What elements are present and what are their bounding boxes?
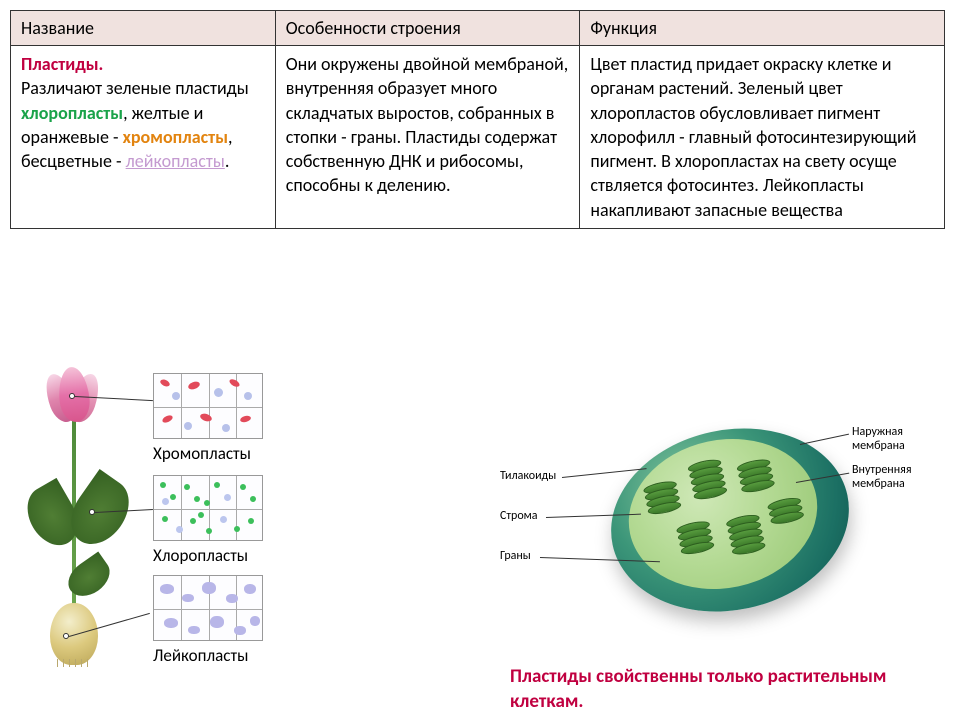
plant-plastids-diagram: Хромопласты Хлоропласты Лейкопласты	[5, 365, 400, 665]
cell-name: Пластиды. Различают зеленые пластиды хло…	[11, 46, 276, 229]
word-leucoplasts: лейкопласты	[126, 150, 225, 172]
footer-statement: Пластиды свойственны только растительным…	[510, 665, 950, 714]
chloroplast-structure-diagram: Тилакоиды Строма Граны Наружная мембрана…	[500, 410, 930, 650]
cell-structure: Они окружены двойной мембраной, внутренн…	[275, 46, 580, 229]
label-grana: Граны	[500, 550, 531, 564]
plastids-table: Название Особенности строения Функция Пл…	[10, 10, 945, 229]
th-function: Функция	[580, 11, 945, 46]
th-structure: Особенности строения	[275, 11, 580, 46]
label-chromoplasts: Хромопласты	[153, 443, 251, 464]
label-stroma: Строма	[500, 510, 538, 524]
word-chloroplasts: хлоропласты	[21, 102, 123, 124]
label-outer-membrane: Наружная мембрана	[852, 426, 922, 454]
cell-function-text: Цвет пластид придает окраску клетке и ор…	[590, 53, 916, 221]
txt-period: .	[225, 150, 230, 172]
txt-line2a: Различают зеленые	[21, 77, 171, 99]
chromoplasts-cells-icon	[153, 373, 263, 439]
label-inner-membrane: Внутренняя мембрана	[852, 464, 927, 492]
th-structure-text: Особенности строения	[286, 17, 461, 39]
th-name: Название	[11, 11, 276, 46]
leucoplasts-cells-icon	[153, 575, 263, 641]
label-thylakoids: Тилакоиды	[500, 470, 556, 484]
th-name-text: Название	[21, 17, 94, 39]
tulip-plant-icon	[20, 365, 110, 665]
cell-function: Цвет пластид придает окраску клетке и ор…	[580, 46, 945, 229]
txt-line2b: пластиды	[175, 77, 249, 99]
th-function-text: Функция	[590, 17, 657, 39]
label-chloroplasts: Хлоропласты	[153, 545, 248, 566]
label-leucoplasts: Лейкопласты	[153, 645, 248, 666]
chloroplasts-cells-icon	[153, 475, 263, 541]
word-plastidy: Пластиды.	[21, 53, 103, 75]
cell-structure-text: Они окружены двойной мембраной, внутренн…	[286, 53, 569, 196]
word-chromoplasts: хромопласты	[123, 126, 228, 148]
